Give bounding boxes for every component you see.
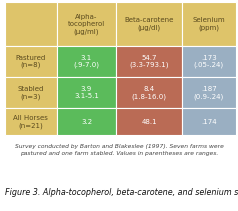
Text: 3.1
(.9-7.0): 3.1 (.9-7.0) <box>74 55 99 68</box>
Text: Stabled
(n=3): Stabled (n=3) <box>18 86 44 100</box>
Bar <box>57 46 116 77</box>
Bar <box>57 108 116 135</box>
Bar <box>5 46 57 77</box>
Text: 8.4
(1.8-16.0): 8.4 (1.8-16.0) <box>132 86 167 100</box>
Text: Selenium
(ppm): Selenium (ppm) <box>193 17 225 31</box>
Bar <box>182 77 236 108</box>
Bar <box>182 2 236 46</box>
Text: Beta-carotene
(μg/dl): Beta-carotene (μg/dl) <box>124 17 174 31</box>
Bar <box>116 108 182 135</box>
Text: All Horses
(n=21): All Horses (n=21) <box>13 115 48 129</box>
Bar <box>182 46 236 77</box>
Bar <box>5 2 57 46</box>
Bar <box>57 2 116 46</box>
Text: .187
(0.9-.24): .187 (0.9-.24) <box>194 86 224 100</box>
Text: Pastured
(n=8): Pastured (n=8) <box>16 55 46 69</box>
Bar <box>116 77 182 108</box>
Bar <box>5 77 57 108</box>
Bar <box>182 108 236 135</box>
Text: .174: .174 <box>201 119 217 125</box>
Bar <box>5 108 57 135</box>
Bar <box>57 77 116 108</box>
Bar <box>116 2 182 46</box>
Text: 48.1: 48.1 <box>141 119 157 125</box>
Bar <box>116 46 182 77</box>
Text: 3.9
3.1-5.1: 3.9 3.1-5.1 <box>74 86 99 99</box>
Text: Survey conducted by Barton and Blakeslee (1997). Seven farms were
pastured and o: Survey conducted by Barton and Blakeslee… <box>15 144 223 156</box>
Text: Alpha-
tocopherol
(μg/ml): Alpha- tocopherol (μg/ml) <box>68 14 105 35</box>
Text: 3.2: 3.2 <box>81 119 92 125</box>
Text: Figure 3. Alpha-tocopherol, beta-carotene, and selenium status.: Figure 3. Alpha-tocopherol, beta-caroten… <box>5 188 238 196</box>
Text: .173
(.05-.24): .173 (.05-.24) <box>194 55 224 68</box>
Text: 54.7
(3.3-793.1): 54.7 (3.3-793.1) <box>129 55 169 68</box>
